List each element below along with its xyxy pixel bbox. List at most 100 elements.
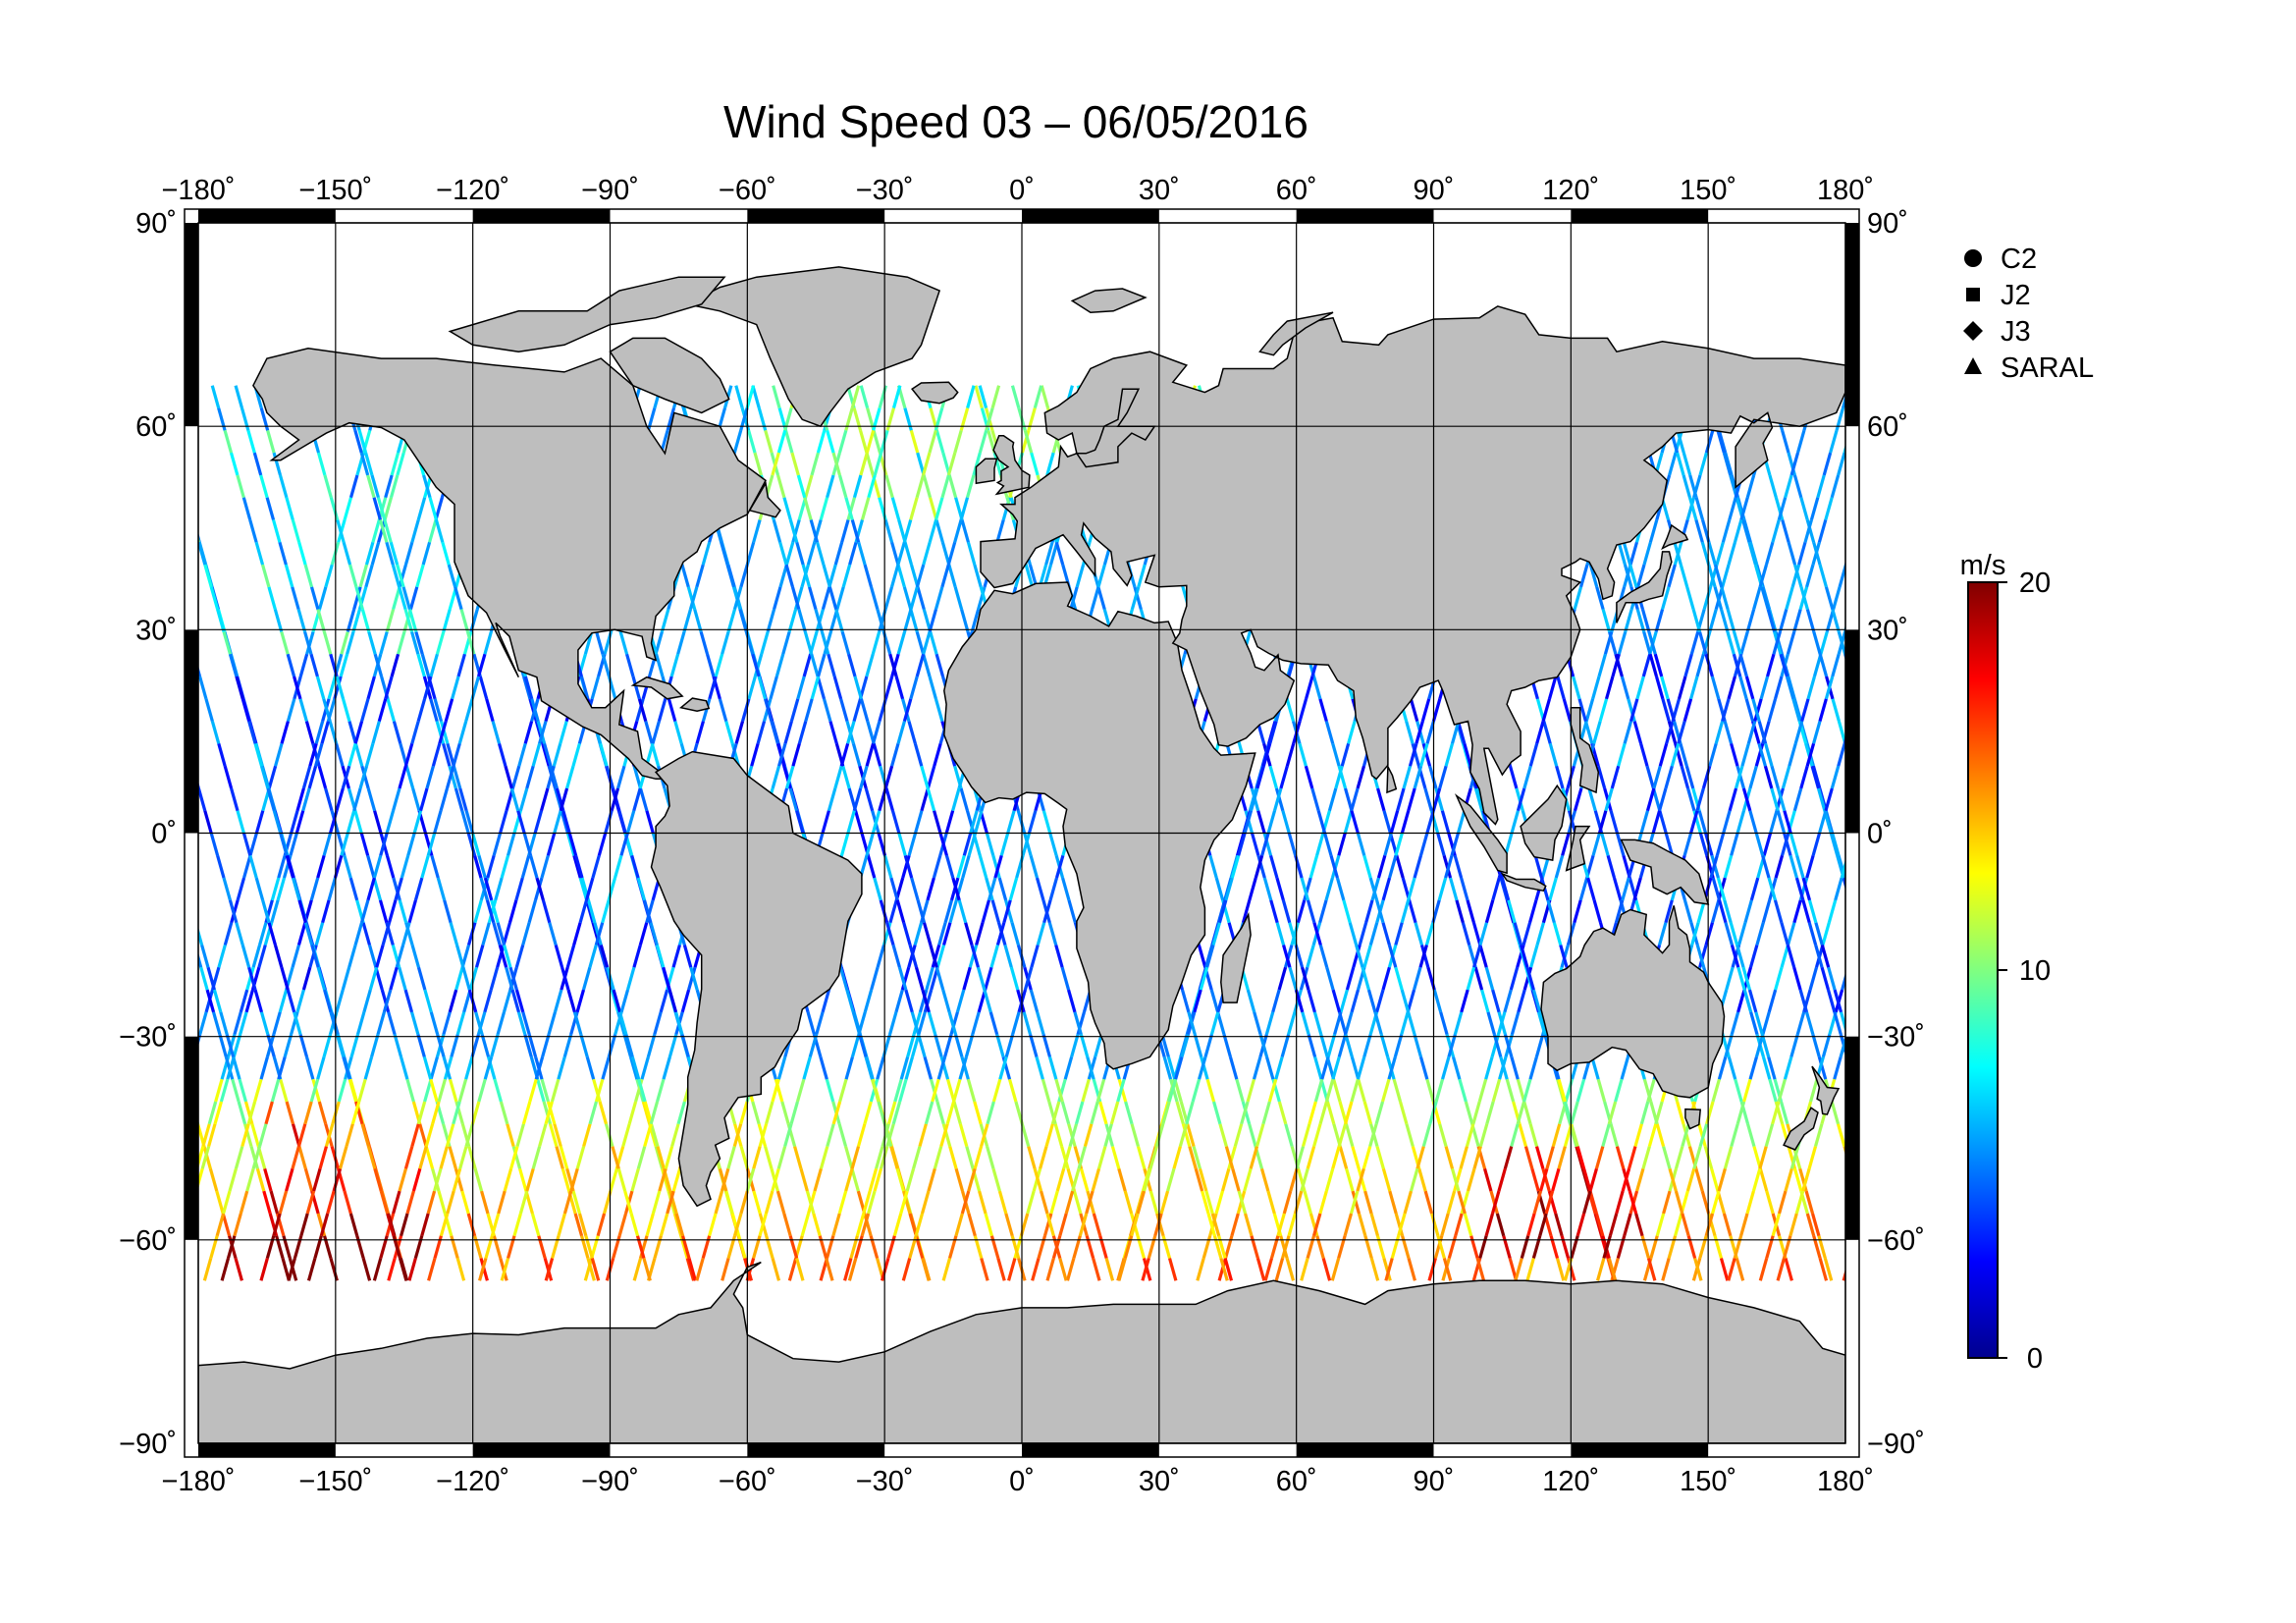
track-segment: [2162, 587, 2167, 610]
track-segment: [118, 386, 124, 408]
track-segment: [1719, 609, 1730, 632]
track-segment: [769, 676, 778, 700]
track-segment: [1116, 1078, 1126, 1103]
track-segment: [1908, 1102, 1914, 1124]
track-segment: [952, 1078, 962, 1103]
chart-title: Wind Speed 03 – 06/05/2016: [723, 96, 1308, 147]
track-segment: [1434, 1078, 1445, 1103]
track-segment: [264, 1101, 274, 1125]
track-segment: [1795, 429, 1806, 454]
track-segment: [954, 1034, 964, 1057]
track-segment: [1424, 922, 1435, 946]
track-segment: [2180, 519, 2186, 542]
track-segment: [2058, 900, 2064, 923]
track-segment: [993, 854, 1003, 879]
track-segment: [237, 1101, 247, 1125]
track-segment: [1792, 899, 1802, 924]
track-segment: [985, 833, 995, 856]
track-segment: [1789, 1146, 1800, 1169]
track-segment: [937, 922, 947, 946]
track-segment: [1933, 967, 1939, 990]
track-segment: [1166, 1055, 1177, 1080]
track-segment: [810, 676, 821, 700]
track-segment: [1407, 877, 1416, 901]
track-segment: [456, 653, 466, 677]
track-segment: [498, 945, 508, 968]
track-segment: [1863, 654, 1869, 676]
track-segment: [1665, 721, 1675, 744]
track-segment: [1926, 430, 1932, 453]
track-segment: [599, 742, 609, 767]
track-segment: [1839, 1034, 1845, 1057]
track-segment: [1877, 498, 1883, 520]
track-segment: [1400, 1011, 1410, 1036]
track-segment: [821, 810, 830, 834]
track-segment: [643, 1101, 654, 1125]
track-segment: [215, 1190, 225, 1215]
track-segment: [837, 429, 848, 454]
track-segment: [1318, 945, 1329, 968]
track-segment: [131, 1258, 136, 1280]
track-segment: [1789, 452, 1800, 476]
track-segment: [803, 497, 813, 520]
track-segment: [863, 564, 874, 588]
track-segment: [1258, 1034, 1269, 1057]
track-segment: [890, 810, 901, 834]
track-segment: [1535, 922, 1545, 946]
track-segment: [1446, 1190, 1457, 1215]
track-segment: [656, 1146, 666, 1169]
track-segment: [1662, 1190, 1672, 1215]
track-segment: [1870, 519, 1876, 542]
track-segment: [499, 1101, 509, 1125]
track-segment: [1464, 1101, 1474, 1125]
track-segment: [2070, 453, 2076, 475]
track-segment: [903, 854, 914, 879]
track-segment: [1764, 1123, 1775, 1147]
track-segment: [928, 609, 938, 632]
track-segment: [1041, 810, 1052, 834]
track-segment: [1344, 1034, 1354, 1057]
track-segment: [2038, 631, 2044, 654]
track-segment: [1439, 1011, 1449, 1036]
track-segment: [1357, 1213, 1367, 1237]
track-segment: [142, 587, 148, 610]
track-segment: [1786, 630, 1796, 655]
track-segment: [1252, 1055, 1262, 1080]
track-segment: [1894, 1147, 1899, 1169]
track-segment: [1869, 1168, 1875, 1191]
track-segment: [1877, 990, 1883, 1012]
track-segment: [632, 1258, 643, 1281]
track-segment: [1534, 1034, 1545, 1057]
track-segment: [915, 630, 926, 655]
track-segment: [1143, 1167, 1152, 1192]
track-segment: [401, 586, 411, 611]
track-segment: [973, 1146, 984, 1169]
track-segment: [1337, 833, 1347, 856]
track-segment: [2143, 408, 2149, 431]
track-segment: [1192, 1146, 1201, 1169]
track-segment: [850, 1167, 860, 1192]
track-segment: [2159, 542, 2164, 565]
track-segment: [1794, 877, 1805, 901]
track-segment: [560, 810, 569, 834]
track-segment: [1727, 1055, 1737, 1080]
track-segment: [414, 630, 424, 655]
track-segment: [1085, 1190, 1095, 1215]
track-segment: [664, 1146, 674, 1169]
track-segment: [2002, 1102, 2007, 1124]
track-segment: [693, 609, 703, 632]
track-segment: [640, 1055, 650, 1080]
track-segment: [1761, 899, 1772, 924]
track-segment: [296, 1123, 307, 1147]
track-segment: [877, 833, 887, 856]
track-segment: [770, 721, 779, 744]
track-segment: [1667, 721, 1678, 744]
track-segment: [1284, 1123, 1294, 1147]
track-segment: [1674, 1213, 1683, 1237]
track-segment: [1777, 1078, 1788, 1103]
track-segment: [557, 1213, 566, 1237]
track-segment: [247, 966, 257, 991]
track-segment: [2155, 722, 2161, 744]
track-segment: [805, 1190, 816, 1215]
track-segment: [1331, 1146, 1341, 1169]
